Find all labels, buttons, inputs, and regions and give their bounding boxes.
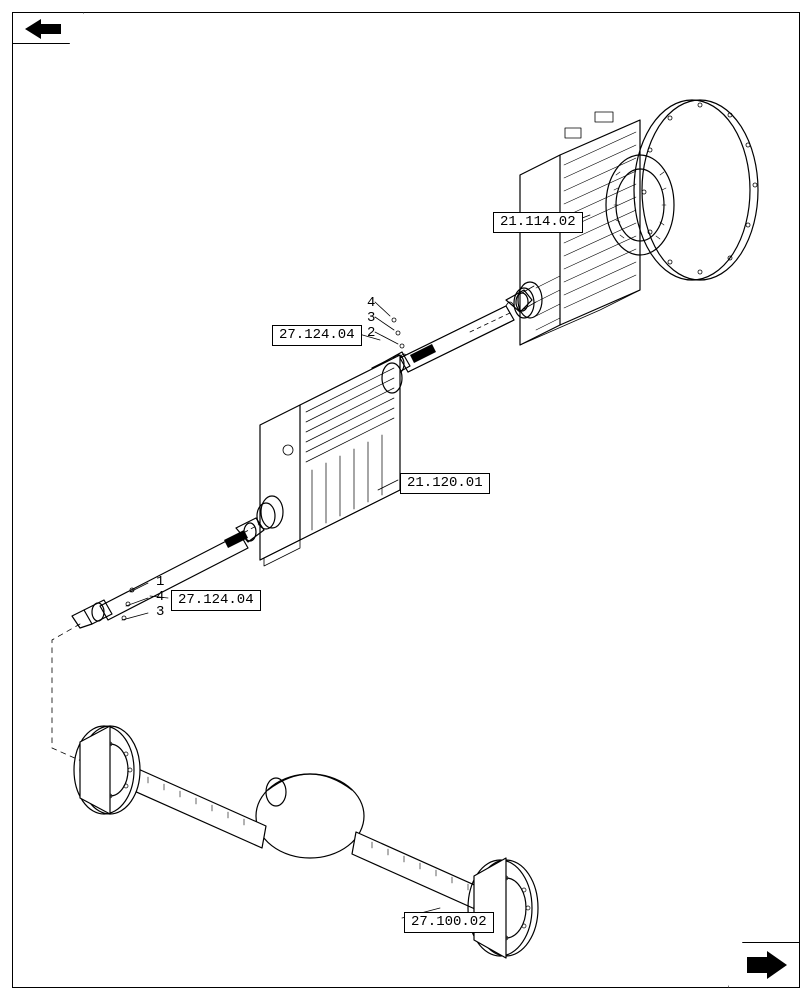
refnum-2-upper: 2 [367,326,375,340]
callout-text: 27.124.04 [279,327,355,343]
label-layer: 21.114.02 27.124.04 21.120.01 27.124.04 … [0,0,812,1000]
page-root: 21.114.02 27.124.04 21.120.01 27.124.04 … [0,0,812,1000]
callout-21-114-02: 21.114.02 [493,212,583,233]
refnum-text: 3 [156,604,164,620]
callout-27-124-04-lower: 27.124.04 [171,590,261,611]
callout-text: 27.100.02 [411,914,487,930]
callout-27-100-02: 27.100.02 [404,912,494,933]
refnum-text: 1 [156,574,164,590]
refnum-text: 4 [156,589,164,605]
callout-text: 21.120.01 [407,475,483,491]
refnum-text: 4 [367,295,375,311]
callout-27-124-04-upper: 27.124.04 [272,325,362,346]
refnum-1-lower: 1 [156,575,164,589]
refnum-3-upper: 3 [367,311,375,325]
callout-text: 27.124.04 [178,592,254,608]
callout-21-120-01: 21.120.01 [400,473,490,494]
refnum-3-lower: 3 [156,605,164,619]
callout-text: 21.114.02 [500,214,576,230]
refnum-text: 3 [367,310,375,326]
refnum-text: 2 [367,325,375,341]
refnum-4-lower: 4 [156,590,164,604]
refnum-4-upper: 4 [367,296,375,310]
